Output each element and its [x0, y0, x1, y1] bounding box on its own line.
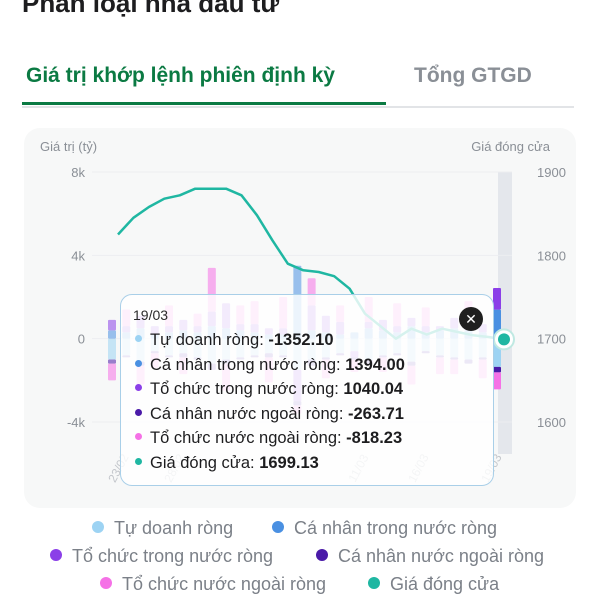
- tooltip-value: 1394.00: [345, 355, 405, 374]
- series-dot-icon: [135, 335, 142, 343]
- tooltip-label: Tổ chức trong nước ròng:: [150, 380, 344, 398]
- legend-item[interactable]: Tự doanh ròng: [92, 518, 233, 539]
- legend-item[interactable]: Tổ chức trong nước ròng: [50, 546, 273, 567]
- legend-dot-icon: [272, 521, 284, 534]
- series-dot-icon: [135, 384, 142, 392]
- tooltip-label: Giá đóng cửa:: [150, 453, 260, 472]
- legend-label: Tổ chức trong nước ròng: [72, 546, 273, 566]
- bar-4-0: [108, 363, 116, 381]
- legend-label: Cá nhân nước ngoài ròng: [338, 546, 544, 566]
- legend-dot-icon: [100, 577, 112, 590]
- tooltip-date: 19/03: [133, 307, 169, 323]
- tooltip-value: 1699.13: [259, 453, 319, 472]
- bar-4-27: [493, 372, 501, 390]
- legend-dot-icon: [368, 577, 380, 590]
- hover-column-highlight: [498, 172, 512, 454]
- tooltip-label: Cá nhân trong nước ròng:: [150, 355, 346, 374]
- right-axis-tick: 1900: [537, 165, 566, 180]
- series-dot-icon: [135, 408, 142, 416]
- legend-label: Cá nhân trong nước ròng: [294, 518, 497, 538]
- left-axis-tick: -4k: [67, 415, 86, 430]
- bar-2-27: [493, 287, 501, 310]
- tab-periodic-matched-value[interactable]: Giá trị khớp lệnh phiên định kỳ: [26, 64, 335, 87]
- legend-item[interactable]: Tổ chức nước ngoài ròng: [100, 574, 326, 595]
- legend-dot-icon: [92, 521, 104, 534]
- right-axis-tick: 1700: [537, 332, 566, 347]
- bar-2-0: [108, 319, 116, 331]
- left-axis-tick: 8k: [71, 165, 85, 180]
- tooltip-value: -818.23: [346, 429, 403, 447]
- right-axis-tick: 1800: [537, 248, 566, 263]
- tooltip-row: Tổ chức nước ngoài ròng: -818.23: [135, 429, 402, 451]
- legend-dot-icon: [50, 549, 62, 562]
- legend-dot-icon: [316, 549, 328, 562]
- legend-item[interactable]: Cá nhân trong nước ròng: [272, 518, 497, 539]
- left-axis-title: Giá trị (tỷ): [40, 139, 97, 154]
- legend-label: Tổ chức nước ngoài ròng: [122, 574, 327, 594]
- data-tooltip: 19/03 ✕ Tự doanh ròng: -1352.10 Cá nhân t…: [120, 294, 494, 486]
- tooltip-label: Cá nhân nước ngoài ròng:: [150, 404, 348, 423]
- close-icon[interactable]: ✕: [459, 307, 483, 331]
- tooltip-row: Tổ chức trong nước ròng: 1040.04: [135, 380, 403, 402]
- series-dot-icon: [135, 359, 142, 367]
- left-axis-tick: 0: [78, 332, 85, 347]
- tab-bar: Giá trị khớp lệnh phiên định kỳ Tổng GTG…: [22, 60, 574, 108]
- legend-label: Tự doanh ròng: [114, 518, 234, 538]
- series-dot-icon: [135, 433, 142, 441]
- legend-item[interactable]: Giá đóng cửa: [368, 574, 499, 595]
- tooltip-value: -1352.10: [268, 331, 334, 349]
- legend-label: Giá đóng cửa: [390, 574, 500, 594]
- right-axis-title: Giá đóng cửa: [471, 139, 551, 154]
- right-axis-tick: 1600: [537, 415, 566, 430]
- bar-1-0: [108, 330, 116, 339]
- left-axis-tick: 4k: [71, 248, 85, 263]
- tooltip-label: Tổ chức nước ngoài ròng:: [150, 429, 347, 447]
- tooltip-row: Giá đóng cửa: 1699.13: [135, 454, 319, 476]
- hover-point: [498, 333, 510, 346]
- tooltip-row: Tự doanh ròng: -1352.10: [135, 331, 334, 353]
- tooltip-value: 1040.04: [343, 380, 404, 398]
- tooltip-row: Cá nhân trong nước ròng: 1394.00: [135, 356, 405, 378]
- legend-item[interactable]: Cá nhân nước ngoài ròng: [316, 546, 544, 567]
- tooltip-row: Cá nhân nước ngoài ròng: -263.71: [135, 405, 404, 427]
- series-dot-icon: [135, 457, 142, 465]
- active-tab-indicator: [22, 102, 386, 105]
- bar-3-0: [108, 359, 116, 364]
- section-heading: Phân loại nhà đầu tư: [22, 0, 280, 18]
- bar-0-0: [108, 338, 116, 360]
- bar-3-27: [493, 366, 501, 373]
- tooltip-label: Tự doanh ròng:: [150, 331, 269, 349]
- tab-total-trading-value[interactable]: Tổng GTGD: [414, 64, 532, 87]
- tooltip-value: -263.71: [348, 404, 404, 423]
